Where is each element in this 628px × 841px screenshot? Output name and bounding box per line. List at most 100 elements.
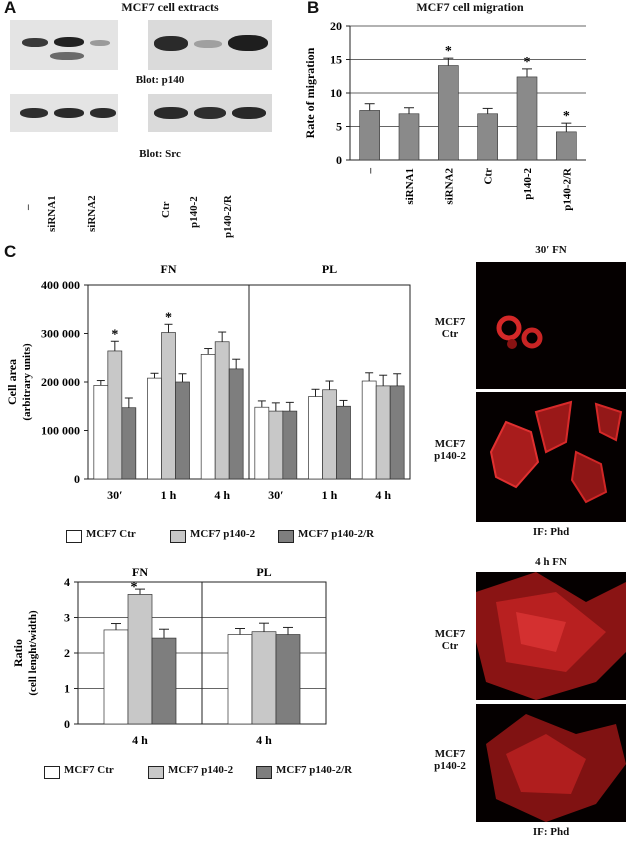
- y-tick-label: 2: [64, 646, 70, 660]
- bar: [268, 410, 284, 480]
- blot-band: [194, 40, 222, 48]
- micro-label: MCF7 Ctr: [434, 316, 466, 340]
- micro-label: MCF7 Ctr: [434, 628, 466, 652]
- x-tick-label: 30′: [107, 488, 122, 502]
- ratio-chart: 0 1 2 3 4 FN PL * 4 h 4 h Ratio (cell lenght/width): [11, 565, 327, 747]
- blot-band: [90, 108, 116, 118]
- x-tick-label: siRNA2: [443, 168, 455, 205]
- micro-cells: [486, 714, 626, 822]
- blot-band: [154, 107, 188, 119]
- blot-p140-label: Blot: p140: [135, 74, 185, 86]
- blot-band: [154, 36, 188, 51]
- y-tick-label: 300 000: [41, 327, 80, 341]
- bar: [214, 341, 230, 480]
- bar: [389, 385, 405, 480]
- y-axis-title: Ratio: [11, 639, 25, 667]
- y-tick-label: 10: [330, 86, 342, 100]
- bar: [359, 110, 380, 161]
- micro-label: MCF7 p140-2: [434, 748, 466, 772]
- bar: [336, 405, 351, 480]
- bar: [477, 113, 498, 161]
- x-tick-label: p140-2: [522, 168, 534, 200]
- bar: [228, 368, 244, 480]
- cell-shape: [521, 327, 543, 349]
- micro-cells: [496, 315, 543, 349]
- lane-label: p140-2/R: [222, 195, 234, 238]
- blot-band: [54, 37, 84, 47]
- x-tick-label: 4 h: [214, 488, 230, 502]
- cell-shape: [496, 315, 522, 341]
- micro-image-4h-ctr: [476, 572, 626, 700]
- blot-p140-left: [10, 20, 118, 70]
- significance-star: *: [563, 109, 570, 124]
- y-tick-label: 200 000: [41, 375, 80, 389]
- micro-image-30min-p140: [476, 392, 626, 522]
- bar: [308, 396, 323, 480]
- legend-label: MCF7 Ctr: [64, 764, 114, 776]
- panel-b-letter: B: [307, 0, 320, 17]
- lane-label: Ctr: [160, 201, 172, 219]
- bar: [175, 381, 190, 480]
- blot-band: [20, 108, 48, 118]
- y-tick-label: 0: [64, 717, 70, 731]
- bar: [251, 631, 277, 725]
- bar: [516, 76, 538, 161]
- panel-a-letter: A: [4, 0, 17, 17]
- blot-band: [54, 108, 84, 118]
- x-tick-label: 30′: [268, 488, 283, 502]
- cell-shape: [507, 339, 517, 349]
- legend-swatch-p140r: [278, 530, 294, 543]
- cell-area-chart: FN PL 0 100 000 200 000 300 000 400 000 * 30′ * 1 …: [5, 262, 411, 502]
- x-tick-label: 4 h: [132, 733, 148, 747]
- bar: [438, 65, 459, 161]
- significance-star: *: [111, 327, 118, 342]
- bar: [361, 380, 377, 480]
- micro-cells: [489, 400, 623, 504]
- y-tick-label: 0: [74, 472, 80, 486]
- y-axis-subtitle: (cell lenght/width): [27, 610, 39, 696]
- legend-label: MCF7 p140-2/R: [276, 764, 353, 776]
- y-axis-title: Cell area: [5, 359, 19, 405]
- lane-label: –: [22, 204, 34, 211]
- group-label-fn: FN: [161, 262, 177, 276]
- significance-star: *: [445, 44, 452, 59]
- blot-band: [22, 38, 48, 47]
- bar: [103, 629, 129, 725]
- x-tick-label: 4 h: [256, 733, 272, 747]
- legend-swatch-p140: [170, 530, 186, 543]
- legend-label: MCF7 p140-2: [190, 528, 256, 540]
- lane-label: p140-2: [188, 196, 200, 228]
- lane-label: siRNA2: [86, 195, 98, 232]
- micro-image-30min-ctr: [476, 262, 626, 389]
- bar: [227, 634, 253, 725]
- legend-label: MCF7 Ctr: [86, 528, 136, 540]
- micro-bottom-title: 4 h FN: [535, 556, 567, 568]
- group-label-pl: PL: [256, 565, 271, 579]
- bar: [151, 637, 177, 725]
- x-tick-label: –: [365, 168, 377, 175]
- group-label-pl: PL: [322, 262, 337, 276]
- y-tick-label: 0: [336, 153, 342, 167]
- blot-band: [90, 40, 110, 46]
- y-axis-title: Rate of migration: [303, 47, 317, 138]
- blot-src-label: Blot: Src: [139, 148, 181, 160]
- bar: [121, 407, 137, 480]
- y-tick-label: 400 000: [41, 278, 80, 292]
- cell-shape: [506, 734, 586, 794]
- significance-star: *: [524, 55, 531, 70]
- bar: [556, 131, 577, 161]
- blot-band: [232, 107, 266, 119]
- legend-swatch-ctr: [44, 766, 60, 779]
- cell-shape: [534, 400, 573, 454]
- significance-star: *: [131, 580, 138, 595]
- cell-shape: [570, 450, 608, 504]
- micro-caption: IF: Phd: [532, 826, 570, 838]
- y-tick-label: 3: [64, 611, 70, 625]
- cell-shape: [594, 402, 623, 442]
- significance-star: *: [165, 310, 172, 325]
- blot-p140-right: [148, 20, 272, 70]
- y-tick-label: 100 000: [41, 424, 80, 438]
- bar: [275, 634, 301, 725]
- bar: [147, 377, 162, 480]
